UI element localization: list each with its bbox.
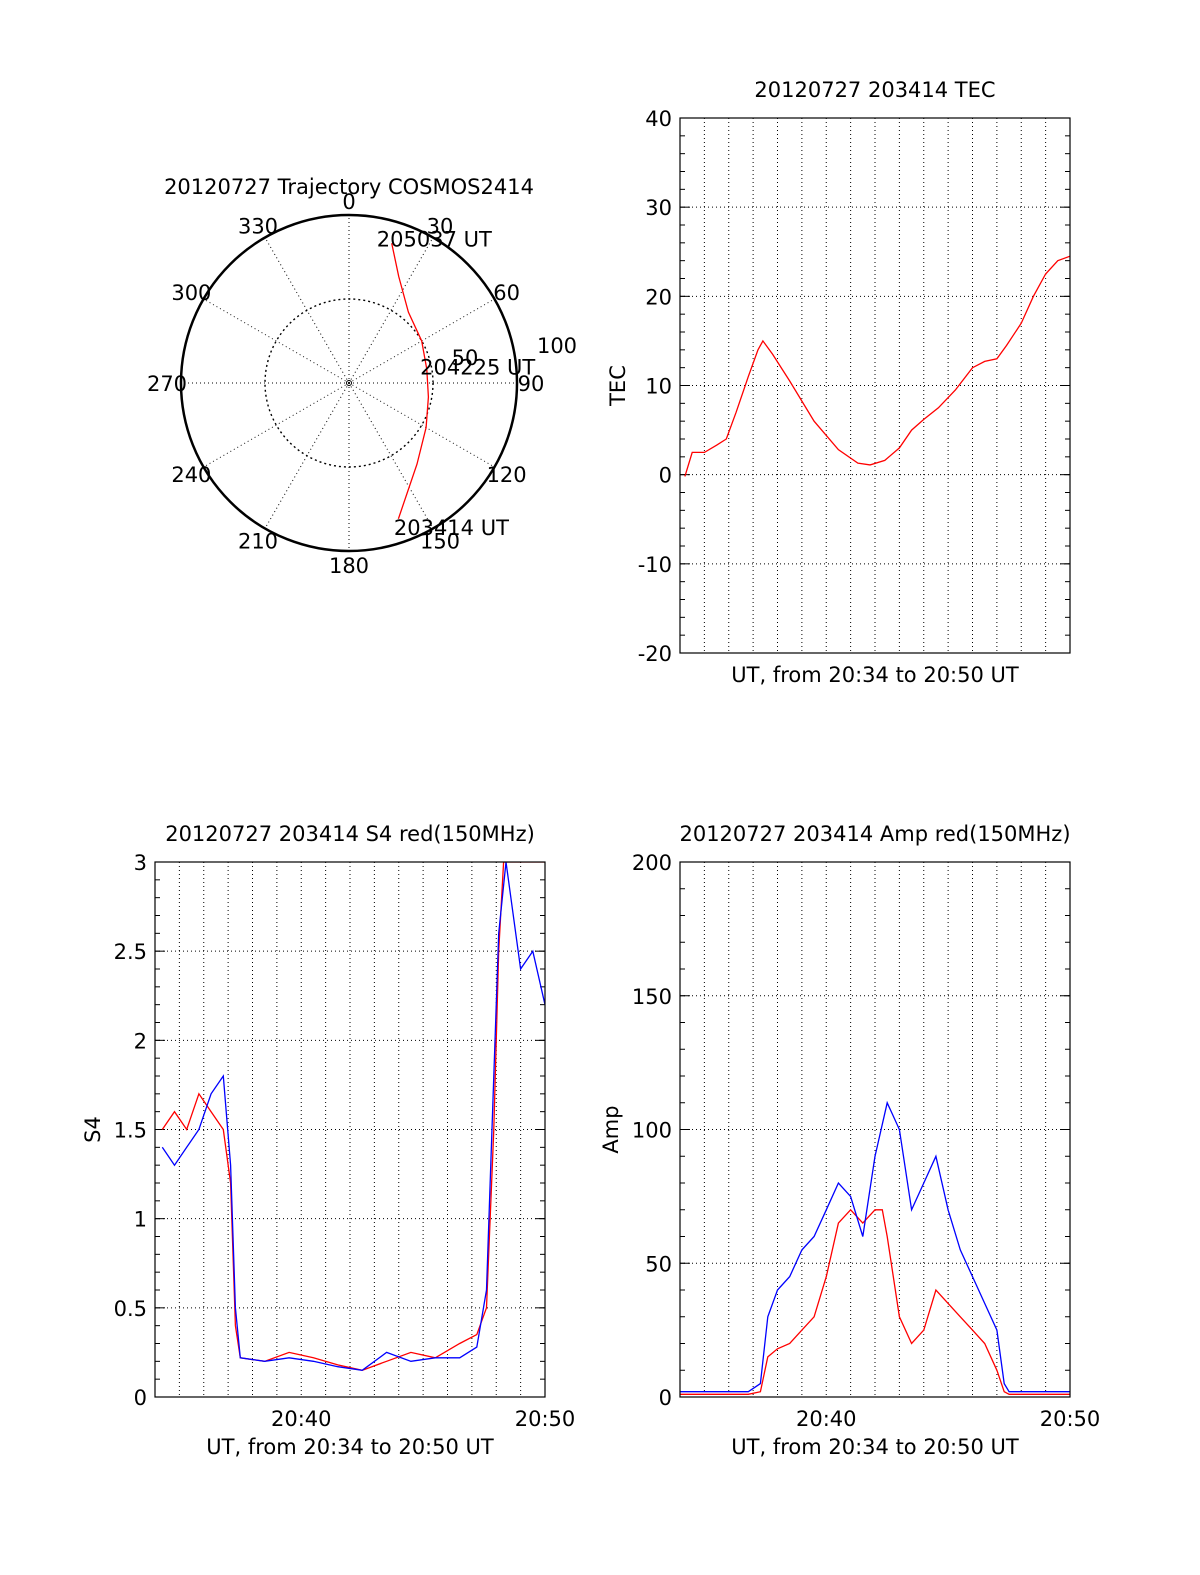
y-tick-label: 10	[645, 375, 672, 399]
y-tick-label: -10	[638, 553, 672, 577]
polar-outer-circle	[179, 213, 519, 553]
polar-azimuth-label: 90	[518, 372, 545, 396]
polar-azimuth-label: 60	[493, 281, 520, 305]
y-tick-label: -20	[638, 642, 672, 666]
polar-azimuth-label: 30	[427, 214, 454, 238]
y-tick-label: 1	[134, 1208, 147, 1232]
y-tick-label: 20	[645, 285, 672, 309]
polar-spoke	[348, 382, 495, 468]
polar-spoke	[348, 237, 434, 384]
chart-title: 20120727 203414 S4 red(150MHz)	[165, 822, 535, 846]
trajectory-line	[391, 243, 430, 520]
polar-spoke	[203, 298, 350, 384]
y-tick-label: 50	[645, 1252, 672, 1276]
polar-center	[346, 380, 352, 386]
y-tick-label: 0.5	[114, 1297, 147, 1321]
y-tick-label: 0	[659, 1386, 672, 1410]
polar-azimuth-label: 180	[329, 554, 369, 578]
tec-panel: -20 -10 0 10 20 30 40 20120727 203414 TEC UT, fr…	[606, 78, 1071, 687]
x-axis-label: UT, from 20:34 to 20:50 UT	[731, 663, 1019, 687]
polar-spoke	[264, 237, 350, 384]
y-tick-label: 2	[134, 1029, 147, 1053]
polar-azimuth-label: 270	[147, 372, 187, 396]
trajectory-time-annotation: 204225 UT	[420, 356, 535, 380]
plot-frame	[679, 117, 1071, 654]
polar-azimuth-label: 300	[171, 281, 211, 305]
s4-panel: 0 0.5 1 1.5 2 2.5 3 20:40 20:50 20120727 203414 S…	[81, 822, 575, 1459]
x-tick-label: 20:40	[796, 1407, 857, 1431]
amp-panel: 0 50 100 150 200 20:40 20:50 20120727 203414 Am…	[599, 822, 1100, 1459]
polar-spoke	[264, 382, 350, 529]
y-tick-label: 0	[134, 1386, 147, 1410]
polar-azimuth-label: 210	[238, 530, 278, 554]
x-tick-label: 20:40	[271, 1407, 332, 1431]
polar-trajectory-panel: 20120727 Trajectory COSMOS2414 0 30 60 90 12…	[147, 175, 577, 578]
y-axis-label: Amp	[599, 1105, 623, 1153]
y-tick-label: 200	[632, 851, 672, 875]
plot-frame	[679, 861, 1071, 1398]
x-axis-label: UT, from 20:34 to 20:50 UT	[206, 1435, 494, 1459]
polar-spoke	[203, 382, 350, 468]
y-tick-label: 3	[134, 851, 147, 875]
x-axis-label: UT, from 20:34 to 20:50 UT	[731, 1435, 1019, 1459]
y-tick-label: 100	[632, 1119, 672, 1143]
polar-ring-label: 100	[537, 334, 577, 358]
chart-title: 20120727 203414 Amp red(150MHz)	[679, 822, 1070, 846]
plot-frame	[154, 861, 546, 1398]
series-line	[161, 862, 545, 1371]
series-line	[680, 1208, 1070, 1395]
y-tick-label: 40	[645, 107, 672, 131]
y-tick-label: 30	[645, 196, 672, 220]
x-tick-label: 20:50	[1040, 1407, 1101, 1431]
series-line	[680, 1100, 1070, 1393]
polar-azimuth-label: 240	[171, 463, 211, 487]
y-axis-label: TEC	[606, 365, 630, 407]
y-tick-label: 150	[632, 985, 672, 1009]
x-tick-label: 20:50	[515, 1407, 576, 1431]
y-tick-label: 0	[659, 464, 672, 488]
polar-spoke	[348, 382, 434, 529]
polar-azimuth-label: 330	[238, 214, 278, 238]
polar-azimuth-label: 120	[487, 463, 527, 487]
trajectory-time-annotation: 203414 UT	[394, 516, 509, 540]
chart-title: 20120727 203414 TEC	[754, 78, 995, 102]
polar-azimuth-label: 0	[342, 190, 355, 214]
polar-azimuth-label: 150	[420, 530, 460, 554]
polar-title: 20120727 Trajectory COSMOS2414	[164, 175, 534, 199]
trajectory-time-annotation: 205037 UT	[377, 228, 492, 252]
y-tick-label: 2.5	[114, 940, 147, 964]
polar-ring-label: 50	[452, 346, 479, 370]
y-axis-label: S4	[81, 1116, 105, 1143]
series-line	[161, 862, 545, 1371]
y-tick-label: 1.5	[114, 1119, 147, 1143]
series-line	[684, 255, 1070, 477]
